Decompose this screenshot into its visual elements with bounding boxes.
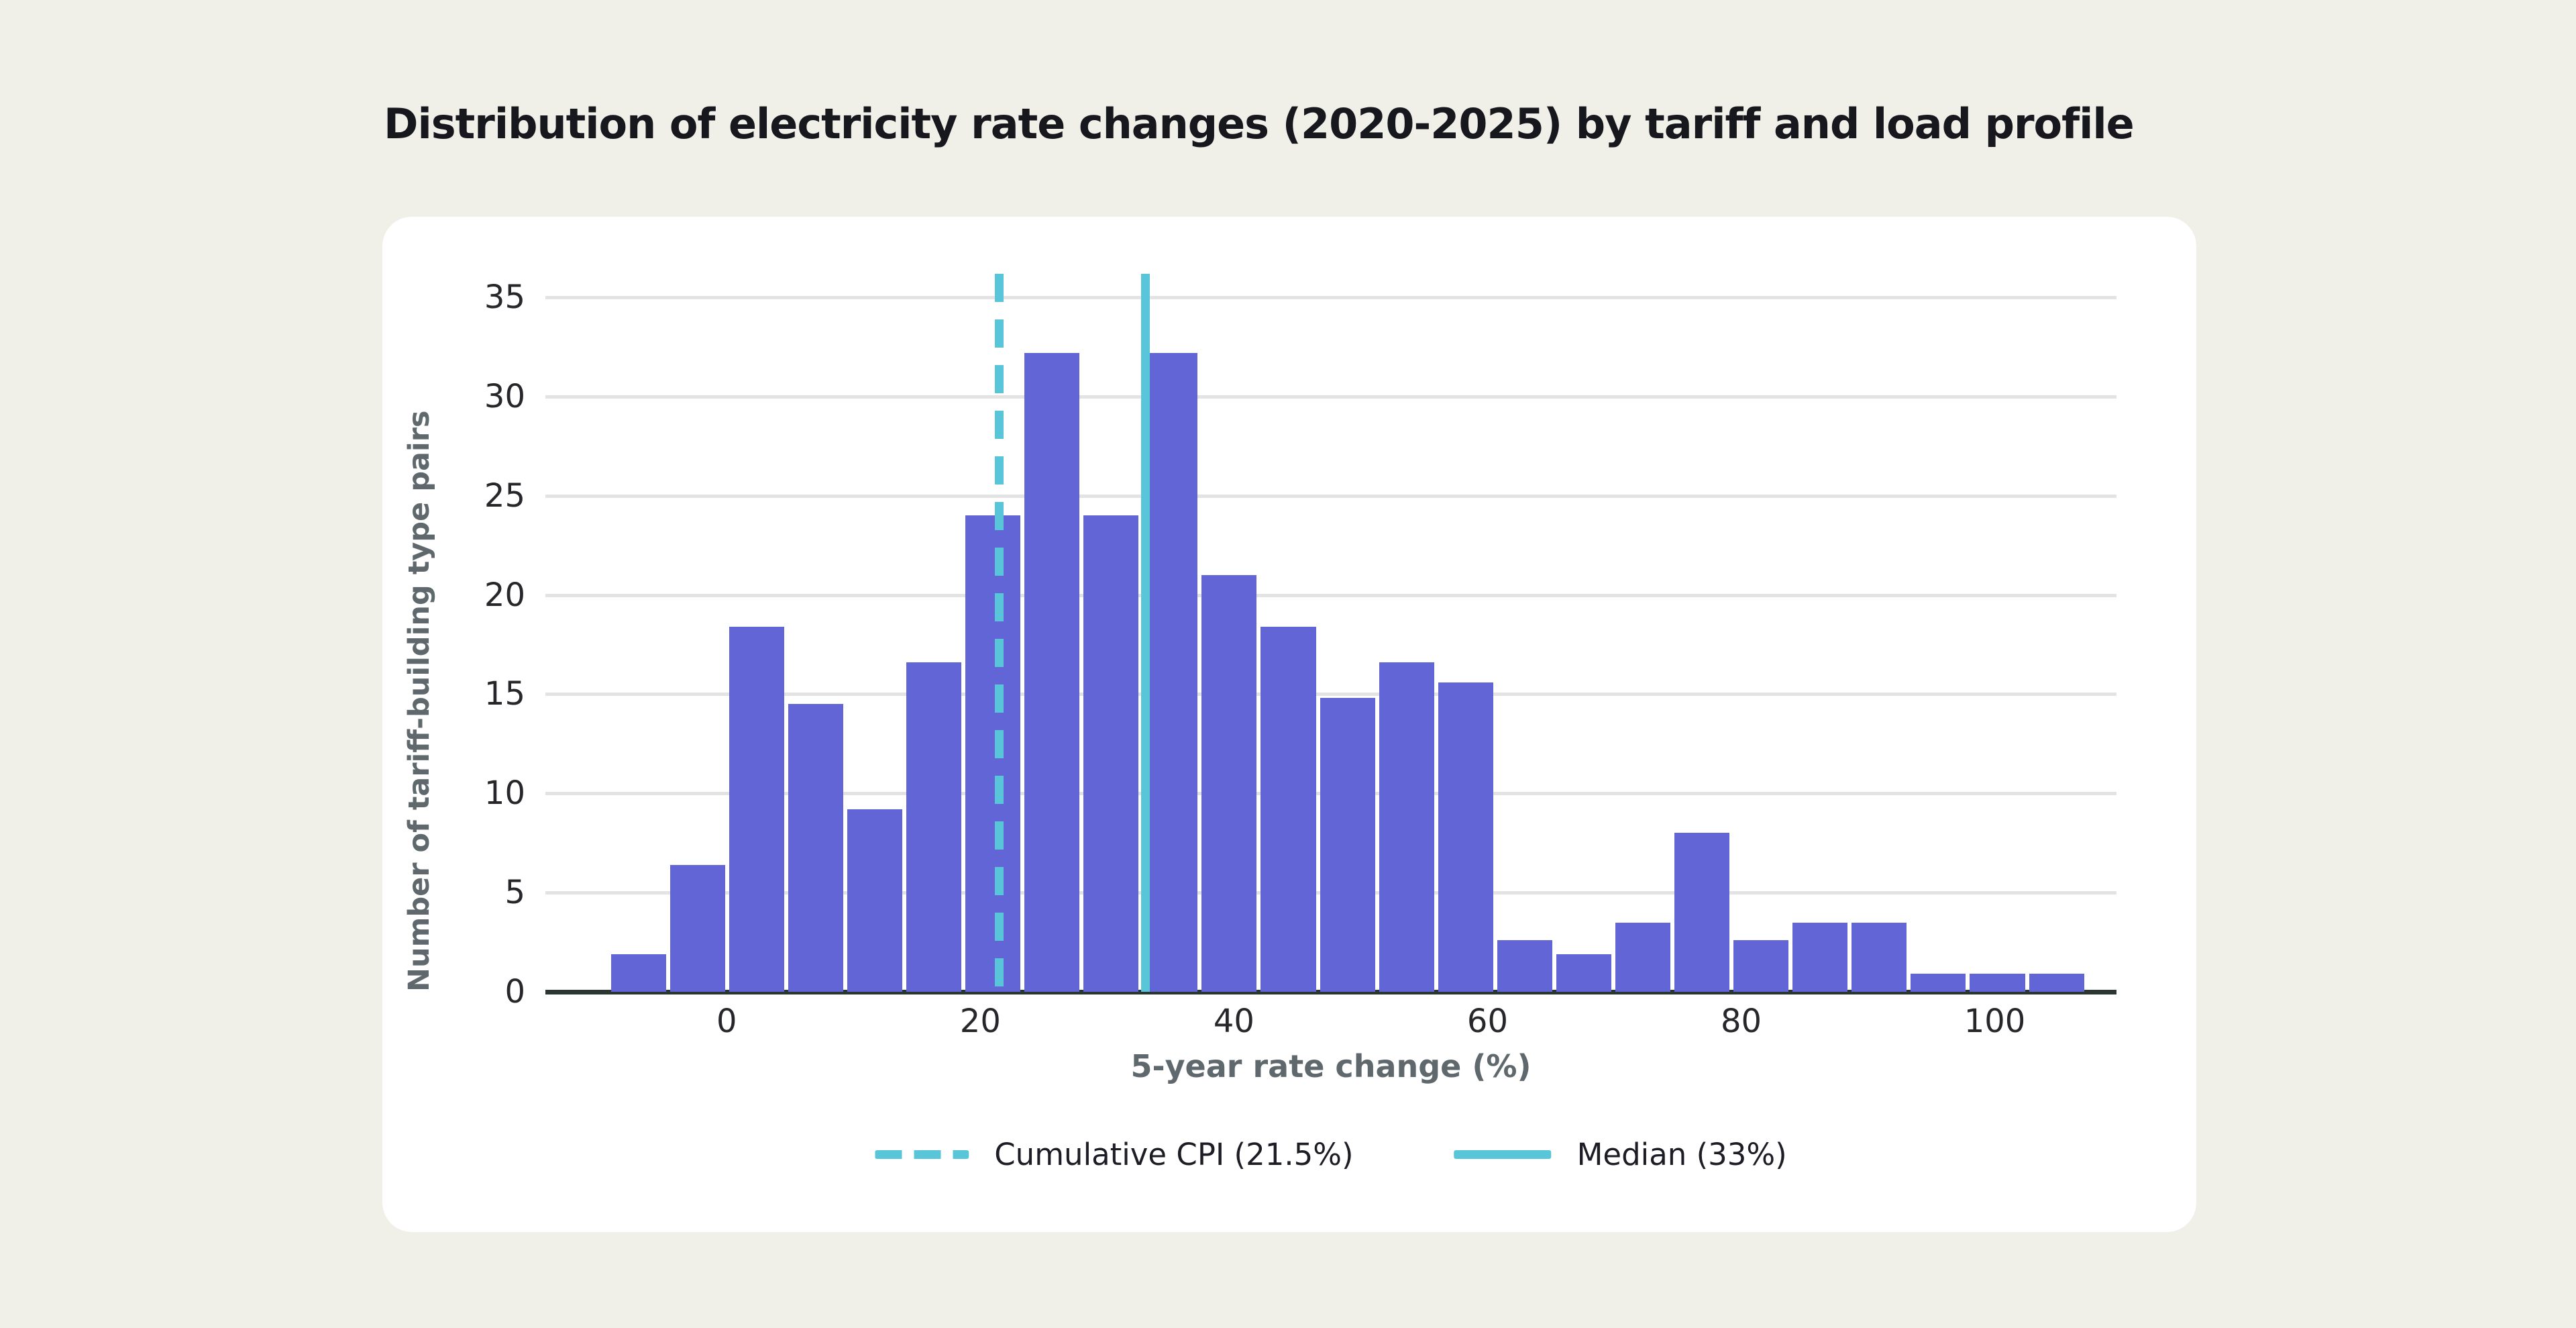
histogram-bar	[1201, 575, 1257, 992]
histogram-bar	[2029, 974, 2084, 992]
histogram-bar	[1083, 515, 1139, 992]
x-tick-label: 100	[1964, 1003, 2026, 1040]
x-tick-label: 40	[1213, 1003, 1254, 1040]
gridline-y-15	[545, 693, 2116, 697]
dashed-line-swatch-icon	[875, 1150, 969, 1159]
y-tick-label: 20	[484, 576, 525, 614]
histogram-bar	[1615, 922, 1671, 992]
histogram-bar	[788, 704, 843, 992]
y-tick-label: 0	[504, 973, 525, 1011]
histogram-bar	[1320, 698, 1375, 992]
legend-label: Cumulative CPI (21.5%)	[994, 1137, 1354, 1172]
histogram-bar	[1260, 626, 1316, 992]
page-title: Distribution of electricity rate changes…	[384, 99, 2135, 148]
legend-item-median: Median (33%)	[1454, 1137, 1787, 1172]
y-tick-label: 5	[504, 874, 525, 912]
y-tick-label: 30	[484, 377, 525, 415]
x-tick-label: 60	[1466, 1003, 1508, 1040]
x-tick-label: 20	[959, 1003, 1001, 1040]
y-tick-label: 10	[484, 774, 525, 813]
histogram-bar	[847, 809, 902, 992]
gridline-y-25	[545, 494, 2116, 498]
gridline-y-20	[545, 593, 2116, 597]
legend-label: Median (33%)	[1576, 1137, 1787, 1172]
x-tick-label: 80	[1720, 1003, 1762, 1040]
histogram-bar	[1851, 922, 1907, 992]
histogram-bar	[1497, 940, 1552, 992]
histogram-bar	[906, 662, 961, 992]
solid-reference-line	[1140, 274, 1150, 992]
histogram-bar	[1379, 662, 1434, 992]
histogram-bar	[1556, 954, 1611, 992]
chart-card: Number of tariff-building type pairs 5-y…	[382, 217, 2196, 1232]
histogram-bar	[1024, 352, 1080, 992]
histogram-bar	[965, 515, 1021, 992]
legend: Cumulative CPI (21.5%) Median (33%)	[875, 1137, 1787, 1172]
histogram-bar	[1438, 682, 1493, 992]
histogram-bar	[1792, 922, 1848, 992]
histogram-bar	[1142, 352, 1198, 992]
x-axis-title: 5-year rate change (%)	[1130, 1048, 1532, 1084]
gridline-y-30	[545, 395, 2116, 399]
histogram-bar	[1970, 974, 2025, 992]
histogram-bar	[729, 626, 784, 992]
y-tick-label: 25	[484, 476, 525, 515]
histogram-plot-area: Number of tariff-building type pairs 5-y…	[402, 274, 2116, 1172]
x-tick-label: 0	[716, 1003, 737, 1040]
histogram-bar	[610, 954, 666, 992]
y-tick-label: 15	[484, 675, 525, 713]
x-axis-line	[545, 990, 2116, 994]
y-tick-label: 35	[484, 278, 525, 316]
histogram-bar	[1674, 833, 1730, 992]
histogram-bar	[1733, 940, 1789, 992]
legend-item-cumulative-cpi: Cumulative CPI (21.5%)	[875, 1137, 1354, 1172]
histogram-bar	[669, 864, 725, 992]
histogram-bar	[1911, 974, 1966, 992]
solid-line-swatch-icon	[1454, 1150, 1552, 1159]
gridline-y-35	[545, 296, 2116, 299]
dashed-reference-line	[995, 274, 1004, 992]
